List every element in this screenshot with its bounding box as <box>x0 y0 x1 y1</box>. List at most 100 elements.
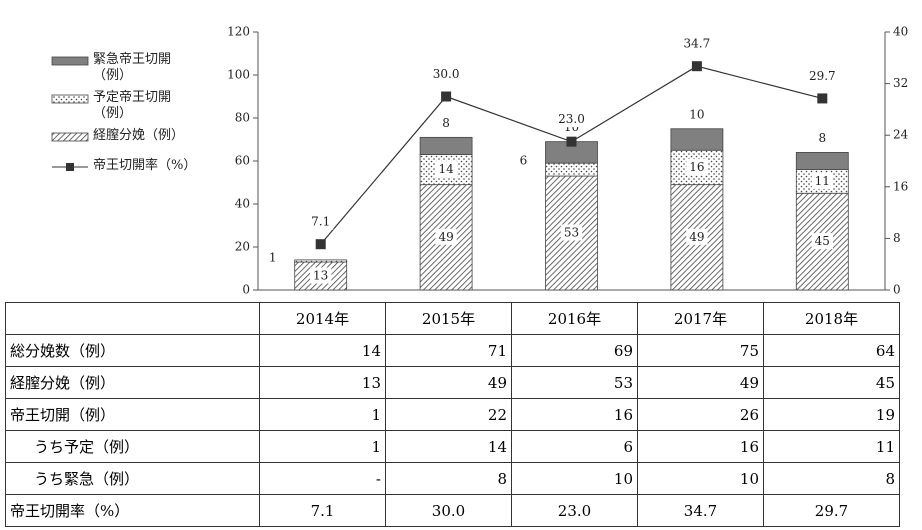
rate-marker <box>566 136 577 147</box>
value-cell: 34.7 <box>637 494 764 527</box>
value-cell: 14 <box>259 334 386 367</box>
legend-entry: 緊急帝王切開（例） <box>50 52 210 84</box>
legend-marker <box>66 163 74 171</box>
value-cell: 6 <box>511 430 638 463</box>
value-cell: 71 <box>385 334 512 367</box>
rate-marker <box>691 61 702 72</box>
rate-marker <box>315 239 326 250</box>
value-cell: 49 <box>385 366 512 399</box>
rate-label: 23.0 <box>558 112 585 126</box>
data-label-bg <box>686 106 708 123</box>
value-cell: 13 <box>259 366 386 399</box>
corner-cell <box>5 302 260 335</box>
data-label: 49 <box>689 230 704 244</box>
value-cell: 1 <box>259 398 386 431</box>
bar-segment <box>670 128 724 151</box>
legend-box <box>51 132 89 142</box>
row-label: うち予定（例） <box>5 430 260 463</box>
value-cell: 49 <box>637 366 764 399</box>
legend-box <box>51 56 89 66</box>
data-label-bg <box>439 114 453 131</box>
data-label-bg <box>435 161 458 178</box>
value-cell: 19 <box>763 398 900 431</box>
data-label-bg <box>815 129 830 146</box>
legend: 緊急帝王切開（例） 予定帝王切開（例） 経膣分娩（例） 帝王切開率（%） <box>50 52 210 180</box>
rate-label-bg <box>429 66 463 82</box>
y2-tick-label: 40 <box>893 25 908 39</box>
value-cell: - <box>259 462 386 495</box>
rate-marker <box>441 91 452 102</box>
data-label-bg <box>686 158 708 175</box>
y2-tick-label: 0 <box>893 283 901 297</box>
bar-segment <box>795 151 849 170</box>
y-tick-label: 120 <box>227 25 250 39</box>
value-cell: 8 <box>763 462 900 495</box>
data-label: 49 <box>438 230 453 244</box>
value-cell: 23.0 <box>511 494 638 527</box>
table-row: 帝王切開（例） 1 22 16 26 19 <box>5 398 900 431</box>
chart: 0 20 40 60 80 100 120 0 8 16 24 32 40 13 49 53 49 45 1 14 6 1… <box>227 25 909 297</box>
data-label: 8 <box>818 131 826 145</box>
table-row: 帝王切開率（%） 7.1 30.0 23.0 34.7 29.7 <box>5 494 900 527</box>
rate-label: 29.7 <box>809 69 836 83</box>
value-cell: 53 <box>511 366 638 399</box>
value-cell: 75 <box>637 334 764 367</box>
data-label-bg <box>435 228 457 245</box>
value-cell: 11 <box>763 430 900 463</box>
data-table: 2014年 2015年 2016年 2017年 2018年 総分娩数（例） 14 71 69 75… <box>5 302 900 527</box>
legend-swatch <box>51 94 89 104</box>
data-label: 6 <box>520 154 528 168</box>
header-cell: 2016年 <box>511 302 638 335</box>
header-cell: 2018年 <box>763 302 900 335</box>
data-label: 8 <box>442 116 450 130</box>
value-cell: 26 <box>637 398 764 431</box>
legend-swatch <box>51 56 89 66</box>
legend-box <box>51 94 89 104</box>
y-tick-label: 20 <box>235 240 250 254</box>
rate-label: 7.1 <box>311 215 330 229</box>
data-label-bg <box>516 152 531 169</box>
data-label: 11 <box>815 174 830 188</box>
data-label: 45 <box>815 234 830 248</box>
legend-label: 帝王切開率（%） <box>93 158 197 173</box>
rate-label-bg <box>680 35 714 52</box>
y-tick-label: 0 <box>242 283 250 297</box>
data-label: 14 <box>438 162 454 176</box>
header-row: 2014年 2015年 2016年 2017年 2018年 <box>5 302 900 335</box>
y2-tick-label: 24 <box>893 128 909 142</box>
table-row: うち緊急（例） -8 10 10 8 <box>5 462 900 495</box>
y-tick-label: 80 <box>235 111 250 125</box>
data-label-bg <box>265 249 280 266</box>
rate-marker <box>817 93 828 104</box>
y2-tick-label: 32 <box>893 76 908 90</box>
y-tick-label: 40 <box>235 197 250 211</box>
value-cell: 45 <box>763 366 900 399</box>
data-label-bg <box>560 224 583 241</box>
value-cell: 14 <box>385 430 512 463</box>
legend-swatch <box>51 132 89 142</box>
value-cell: 10 <box>511 462 638 495</box>
row-label: 経膣分娩（例） <box>5 366 260 399</box>
data-label-bg <box>811 172 833 189</box>
table-row: 総分娩数（例） 14 71 69 75 64 <box>5 334 900 367</box>
value-cell: 22 <box>385 398 512 431</box>
bar-segment <box>294 259 348 263</box>
y-tick-label: 60 <box>235 154 250 168</box>
legend-label: 緊急帝王切開（例） <box>93 52 172 83</box>
rate-label-bg <box>555 111 588 128</box>
y-tick-label: 100 <box>227 68 250 82</box>
row-label: 帝王切開（例） <box>5 398 260 431</box>
header-cell: 2015年 <box>385 302 512 335</box>
data-label: 1 <box>269 250 277 264</box>
legend-swatch <box>52 163 88 171</box>
value-cell: 30.0 <box>385 494 512 527</box>
data-label: 10 <box>689 107 704 121</box>
legend-label: 経膣分娩（例） <box>93 128 185 143</box>
data-label-bg <box>686 228 708 245</box>
row-label: うち緊急（例） <box>5 462 260 495</box>
header-cell: 2017年 <box>637 302 764 335</box>
data-label: 16 <box>689 160 704 174</box>
row-label: 帝王切開率（%） <box>5 494 260 527</box>
rate-label: 30.0 <box>433 67 460 81</box>
